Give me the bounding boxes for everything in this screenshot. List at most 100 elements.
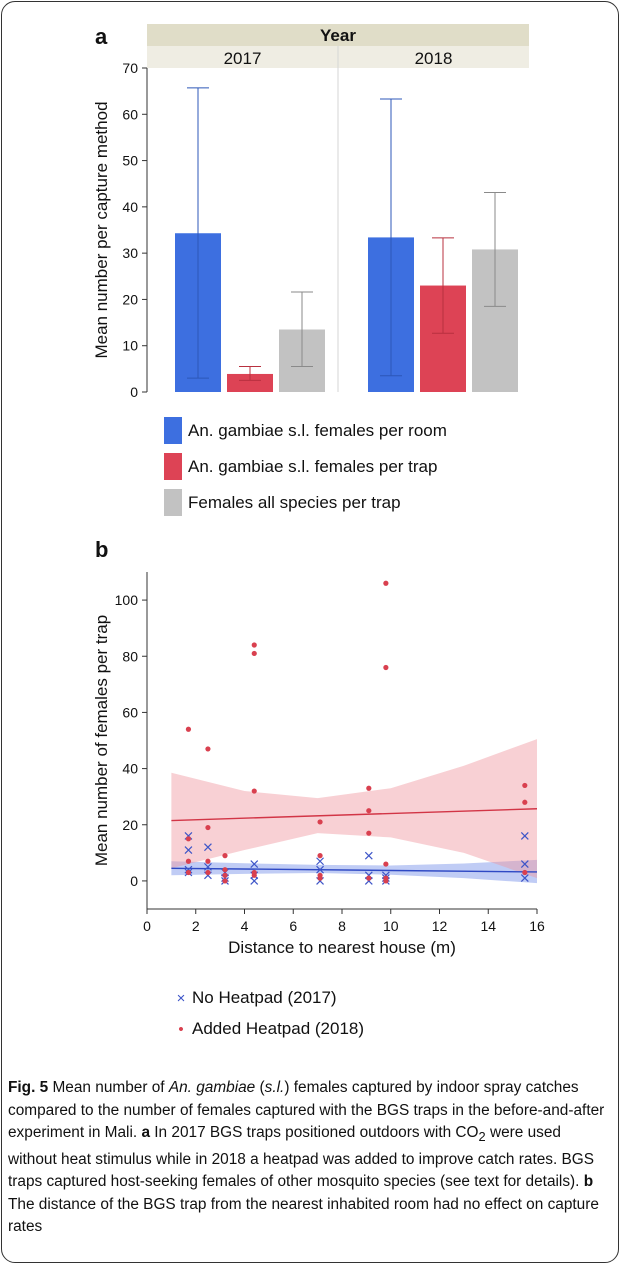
dot-point (222, 872, 228, 878)
caption-species: An. gambiae (168, 1079, 256, 1096)
dot-point (366, 785, 372, 791)
caption-text: were used without heat stimulus while in… (8, 1124, 595, 1191)
x-tick-label: 8 (338, 918, 346, 934)
legend-label: Added Heatpad (2018) (192, 1019, 365, 1038)
x-tick-label: 16 (529, 918, 545, 934)
x-tick-label: 6 (289, 918, 297, 934)
y-tick-label: 60 (122, 106, 138, 122)
y-tick-label: 30 (122, 245, 138, 261)
y-tick-label: 100 (115, 592, 139, 608)
legend-item-heatpad: • Added Heatpad (2018) (174, 1016, 364, 1042)
y-tick-label: 0 (130, 873, 138, 889)
x-axis-label: Distance to nearest house (m) (228, 938, 456, 957)
legend-swatch (164, 453, 182, 480)
cross-marker-icon: × (176, 989, 186, 1007)
dot-point (205, 858, 211, 864)
x-tick-label: 2 (192, 918, 200, 934)
caption-subscript: 2 (478, 1129, 486, 1145)
scatter-legend: × No Heatpad (2017) • Added Heatpad (201… (174, 985, 364, 1047)
cross-point (316, 857, 324, 866)
dot-point (205, 824, 211, 831)
dot-point (366, 808, 372, 814)
dot-point (205, 869, 211, 876)
caption-text: The distance of the BGS trap from the ne… (8, 1195, 599, 1236)
x-tick-label: 0 (143, 918, 151, 934)
dot-point (317, 819, 323, 825)
y-tick-label: 0 (130, 384, 138, 400)
facet-title: Year (320, 26, 356, 45)
dot-point (251, 642, 257, 648)
fit-line (171, 867, 538, 873)
cross-point (250, 876, 259, 885)
dot-point (222, 867, 228, 873)
y-tick-label: 40 (122, 199, 138, 215)
legend-item-room: An. gambiae s.l. females per room (164, 414, 447, 447)
cross-point (364, 851, 373, 860)
caption-panel-a: a (141, 1124, 150, 1141)
dot-point (383, 878, 389, 884)
y-tick-label: 10 (122, 338, 138, 354)
legend-label: An. gambiae s.l. females per trap (188, 456, 438, 476)
x-tick-label: 10 (383, 918, 399, 934)
dot-point (251, 788, 257, 794)
dot-point (383, 664, 389, 671)
cross-point (520, 860, 529, 868)
dot-point (251, 872, 257, 878)
cross-point (204, 862, 212, 871)
confidence-band (171, 739, 537, 879)
confidence-band (171, 859, 537, 884)
dot-point (222, 853, 228, 859)
bar (227, 373, 273, 392)
dot-point (185, 836, 192, 842)
x-tick-label: 14 (480, 918, 496, 934)
legend-swatch (164, 417, 182, 444)
cross-point (520, 874, 529, 883)
caption-text: ) females captured by indoor spray catch… (8, 1079, 605, 1141)
panel-b-label: b (95, 537, 109, 562)
cross-point (184, 846, 193, 854)
panel-a-label: a (95, 24, 108, 49)
dot-point (185, 869, 192, 876)
legend-label: An. gambiae s.l. females per room (188, 420, 447, 440)
y-tick-label: 40 (122, 761, 138, 777)
cross-point (250, 860, 259, 868)
facet-title-bar (147, 24, 529, 46)
dot-point (383, 861, 389, 867)
cross-point (316, 865, 324, 874)
caption-sl: s.l. (264, 1079, 285, 1096)
dot-point (522, 799, 528, 805)
legend-swatch (164, 489, 182, 516)
y-tick-label: 20 (122, 291, 138, 307)
dot-point (366, 830, 372, 836)
caption-label: Fig. 5 (8, 1079, 49, 1096)
facet-label: 2018 (415, 49, 453, 68)
y-axis-label: Mean number per capture method (92, 101, 111, 358)
dot-point (366, 875, 372, 881)
caption-text: ( (255, 1079, 265, 1096)
y-tick-label: 20 (122, 817, 138, 833)
y-tick-label: 70 (122, 60, 138, 76)
legend-item-trap: An. gambiae s.l. females per trap (164, 450, 447, 483)
dot-point (205, 746, 211, 752)
x-tick-label: 12 (432, 918, 448, 934)
cross-point (520, 832, 529, 840)
dot-point (185, 726, 192, 732)
x-tick-label: 4 (241, 918, 249, 934)
y-tick-label: 50 (122, 153, 138, 169)
dot-marker-icon: • (178, 1020, 184, 1038)
y-axis-label: Mean number of females per trap (92, 615, 111, 866)
y-tick-label: 60 (122, 704, 138, 720)
dot-point (185, 858, 192, 864)
caption-text: Mean number of (48, 1079, 169, 1096)
legend-label: Females all species per trap (188, 492, 401, 512)
facet-label: 2017 (224, 49, 262, 68)
y-tick-label: 80 (122, 648, 138, 664)
caption-panel-b: b (583, 1173, 594, 1191)
figure-caption: Fig. 5 Mean number of An. gambiae (s.l.)… (8, 1077, 612, 1239)
legend-label: No Heatpad (2017) (192, 988, 337, 1007)
dot-point (222, 878, 228, 884)
dot-point (522, 782, 528, 789)
legend-item-all-species: Females all species per trap (164, 486, 447, 519)
dot-point (522, 869, 528, 876)
